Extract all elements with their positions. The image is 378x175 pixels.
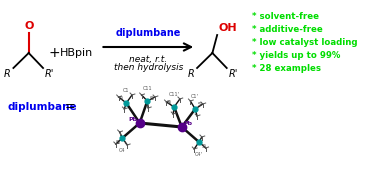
Text: C4': C4' xyxy=(195,152,203,156)
Text: Pb: Pb xyxy=(129,117,138,122)
Text: * low catalyst loading: * low catalyst loading xyxy=(252,38,357,47)
Text: then hydrolysis: then hydrolysis xyxy=(114,63,183,72)
Text: C11': C11' xyxy=(169,93,180,97)
Text: C1: C1 xyxy=(123,88,130,93)
Text: HBpin: HBpin xyxy=(60,48,93,58)
Text: * additive-free: * additive-free xyxy=(252,25,322,34)
Text: C1': C1' xyxy=(191,94,199,100)
Text: R: R xyxy=(4,69,11,79)
Text: R': R' xyxy=(229,69,238,79)
Text: C11: C11 xyxy=(143,86,152,92)
Text: Si: Si xyxy=(201,144,206,149)
Text: R': R' xyxy=(45,69,54,79)
Text: neat, r.t.: neat, r.t. xyxy=(129,55,167,64)
Text: Pb: Pb xyxy=(184,121,193,126)
Text: OH: OH xyxy=(218,23,237,33)
Text: C4: C4 xyxy=(119,148,126,152)
Text: Si: Si xyxy=(167,100,172,106)
Text: =: = xyxy=(65,100,76,114)
Text: Si: Si xyxy=(150,96,155,100)
Text: * 28 examples: * 28 examples xyxy=(252,64,321,73)
Text: Si: Si xyxy=(115,139,120,145)
Text: diplumbane: diplumbane xyxy=(116,28,181,38)
Text: +: + xyxy=(49,46,60,60)
Text: diplumbane: diplumbane xyxy=(8,102,77,112)
Text: Si: Si xyxy=(119,96,124,100)
Text: * yields up to 99%: * yields up to 99% xyxy=(252,51,340,60)
Text: Si: Si xyxy=(198,103,202,107)
Text: * solvent-free: * solvent-free xyxy=(252,12,319,21)
Text: R: R xyxy=(187,69,194,79)
Text: O: O xyxy=(24,21,33,31)
